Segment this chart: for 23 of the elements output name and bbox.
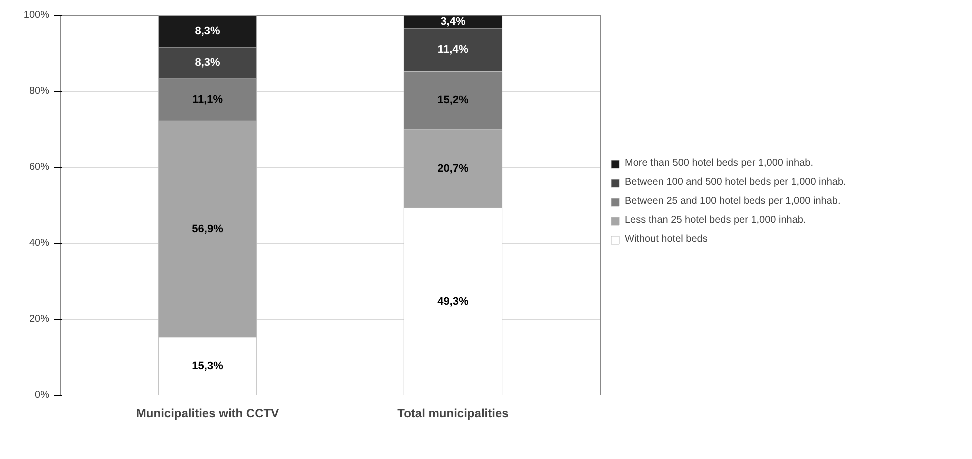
y-tick-label: 100% — [24, 10, 50, 21]
data-label: 8,3% — [195, 26, 221, 38]
legend-label: Less than 25 hotel beds per 1,000 inhab. — [625, 215, 806, 226]
y-tick-label: 20% — [29, 314, 50, 325]
legend-label: Between 100 and 500 hotel beds per 1,000 inhab. — [625, 177, 846, 188]
data-label: 15,3% — [192, 360, 224, 372]
x-tick-label: Total municipalities — [398, 406, 510, 420]
data-label: 11,4% — [438, 44, 469, 56]
data-label: 15,2% — [438, 94, 470, 107]
y-tick-label: 0% — [35, 390, 50, 401]
y-tick-label: 80% — [29, 86, 50, 97]
data-label: 49,3% — [438, 296, 470, 308]
data-label: 11,1% — [192, 94, 224, 106]
data-label: 8,3% — [195, 57, 221, 70]
legend-label: Without hotel beds — [625, 234, 708, 245]
y-tick-label: 40% — [29, 238, 50, 249]
x-tick-label: Municipalities with CCTV — [136, 406, 280, 420]
y-tick-label: 60% — [29, 162, 50, 173]
legend-label: Between 25 and 100 hotel beds per 1,000 inhab. — [625, 196, 841, 207]
data-label: 20,7% — [438, 162, 470, 175]
data-label: 3,4% — [440, 16, 466, 28]
data-label: 56,9% — [192, 223, 224, 236]
legend-label: More than 500 hotel beds per 1,000 inhab. — [625, 158, 814, 169]
